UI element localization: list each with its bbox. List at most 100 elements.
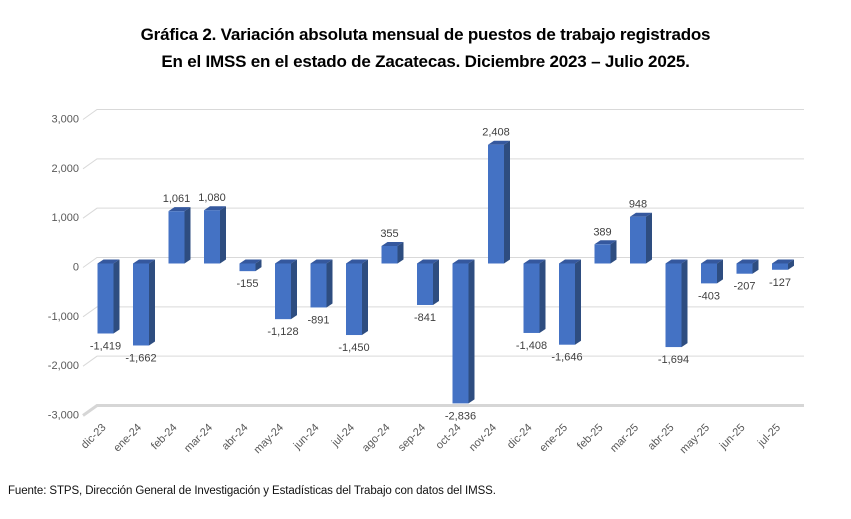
bar-side-face [184, 207, 191, 264]
bar-front-face [630, 216, 646, 264]
bar-value-label: -1,419 [90, 340, 121, 352]
bar-front-face [310, 263, 327, 308]
y-axis-tick-label: -3,000 [48, 409, 79, 421]
x-axis-category-label: dic-23 [79, 422, 109, 452]
bar-sep-24 [417, 259, 439, 305]
bar-front-face [417, 263, 433, 305]
x-axis-category-label: ago-24 [360, 422, 393, 455]
y-axis-tick-label: 2,000 [51, 163, 79, 175]
bar-top-face [97, 259, 120, 264]
bar-value-label: -1,646 [551, 352, 582, 364]
gridline [82, 355, 804, 367]
bar-side-face [681, 259, 688, 348]
bar-abr-24 [239, 259, 262, 272]
bar-front-face [594, 244, 611, 264]
bar-front-face [346, 263, 362, 336]
bar-top-face [488, 140, 510, 145]
x-axis-category-label: ene-24 [111, 422, 144, 455]
bar-side-face [539, 259, 546, 333]
bar-value-label: -891 [307, 314, 329, 326]
bar-side-face [575, 259, 581, 345]
chart-title-line2: En el IMSS en el estado de Zacatecas. Di… [161, 51, 690, 71]
bar-front-face [559, 263, 575, 345]
bar-top-face [204, 206, 226, 211]
bar-abr-25 [665, 259, 688, 348]
bar-front-face [665, 263, 682, 348]
x-axis-category-label: jun-24 [291, 422, 322, 453]
y-axis-tick-label: 0 [73, 262, 79, 274]
x-axis-category-label: jul-25 [755, 422, 783, 450]
bar-side-face [149, 259, 155, 346]
bar-front-face [488, 144, 504, 264]
bar-top-face [701, 259, 723, 264]
bar-top-face [417, 259, 439, 264]
bar-front-face [97, 263, 114, 334]
bar-top-face [168, 207, 191, 212]
chart-title-line1: Gráfica 2. Variación absoluta mensual de… [140, 25, 711, 44]
bar-side-face [255, 259, 262, 272]
bar-ago-24 [381, 241, 404, 264]
y-axis-tick-label: 1,000 [51, 212, 79, 224]
bar-top-face [239, 259, 262, 264]
x-axis-category-label: ene-25 [537, 422, 570, 455]
bar-top-face [275, 259, 297, 264]
bar-top-face [594, 240, 617, 245]
bar-front-face [381, 245, 398, 264]
bar-top-face [381, 241, 404, 246]
bar-top-face [630, 212, 652, 217]
bar-feb-24 [168, 207, 191, 264]
x-axis-category-label: may-24 [252, 422, 286, 456]
bar-side-face [220, 206, 226, 264]
x-axis-category-label: feb-24 [149, 422, 180, 453]
bar-front-face [701, 263, 717, 284]
bar-side-face [752, 259, 759, 274]
bar-side-face [646, 212, 652, 264]
x-axis-category-label: oct-24 [434, 422, 464, 452]
bar-front-face [239, 263, 256, 272]
bar-jun-24 [310, 259, 333, 308]
gridline [82, 257, 804, 268]
bar-front-face [133, 263, 149, 346]
bar-side-face [717, 259, 723, 284]
bar-front-face [523, 263, 540, 333]
bar-top-face [523, 259, 546, 264]
gridline [82, 207, 804, 219]
bar-ene-24 [133, 259, 155, 346]
x-axis-category-label: feb-25 [575, 422, 606, 453]
x-axis-category-label: nov-24 [467, 422, 499, 454]
chart-floor-line [82, 403, 804, 417]
bar-side-face [362, 259, 368, 336]
bar-value-label: -2,836 [445, 410, 476, 422]
bar-side-face [610, 240, 617, 264]
x-axis-category-label: jul-24 [329, 422, 357, 450]
bar-front-face [275, 263, 291, 320]
bar-front-face [204, 210, 220, 264]
bar-front-face [736, 263, 753, 274]
bar-value-label: -1,662 [125, 352, 156, 364]
bar-value-label: 389 [593, 226, 611, 238]
bar-value-label: -841 [414, 312, 436, 324]
bar-value-label: -155 [236, 278, 258, 290]
bar-top-face [346, 259, 368, 264]
gridline [82, 306, 804, 318]
bar-side-face [397, 241, 404, 264]
bar-nov-24 [488, 140, 510, 264]
bar-ene-25 [559, 259, 581, 345]
bar-value-label: -127 [769, 277, 791, 289]
bar-mar-24 [204, 206, 226, 264]
x-axis-category-label: mar-24 [182, 422, 215, 455]
gridline [82, 158, 804, 170]
bar-value-label: -403 [698, 290, 720, 302]
bar-value-label: 1,061 [163, 193, 191, 205]
bar-value-label: -1,408 [516, 340, 547, 352]
bar-mar-25 [630, 212, 652, 264]
bar-oct-24 [452, 259, 475, 404]
bar-may-25 [701, 259, 723, 284]
x-axis-category-label: may-25 [678, 422, 712, 456]
bar-front-face [772, 263, 788, 270]
bar-feb-25 [594, 240, 617, 264]
bar-side-face [788, 259, 794, 270]
bar-top-face [772, 259, 794, 264]
bar-side-face [468, 259, 475, 404]
